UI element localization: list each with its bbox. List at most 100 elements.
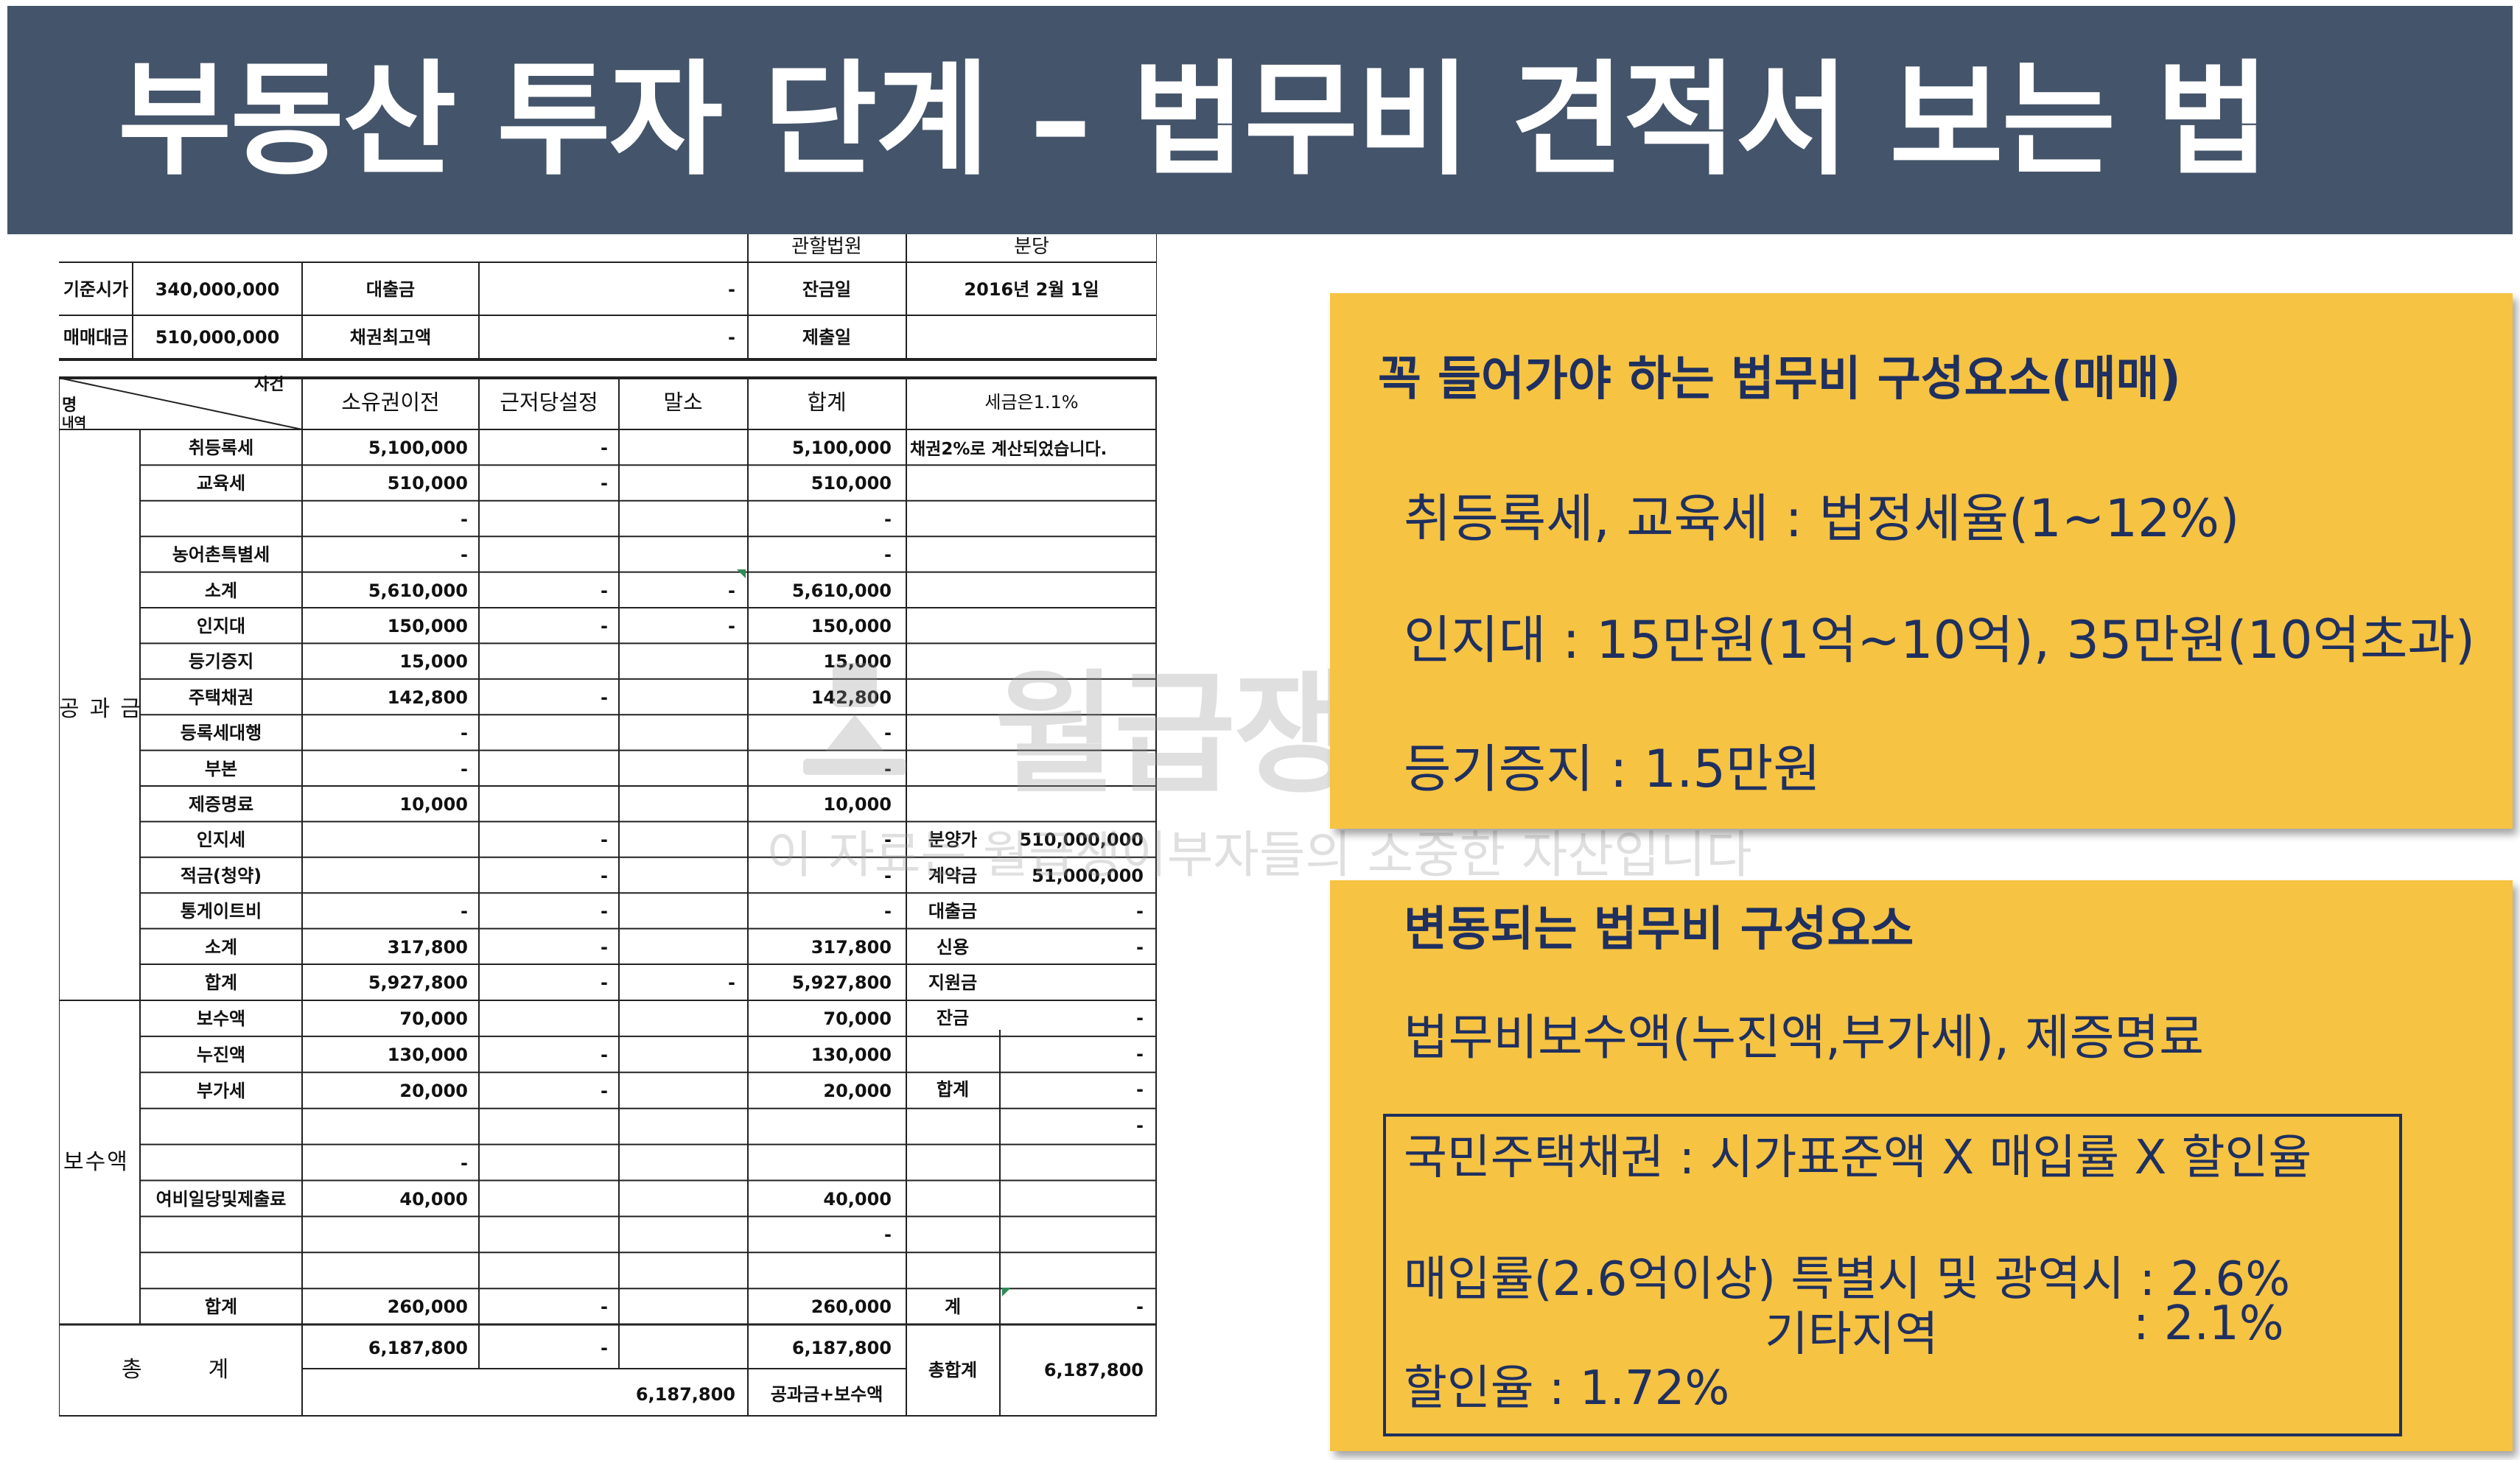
sheet-grid	[59, 234, 1157, 1417]
public-row-total: 150,000	[811, 616, 892, 636]
fee-row-mortgage: -	[601, 1044, 608, 1065]
max-bond-label: 채권최고액	[349, 327, 432, 348]
public-row-transfer: -	[461, 758, 468, 779]
public-row-transfer: 150,000	[387, 616, 468, 636]
slide-title: 부동산 투자 단계 – 법무비 견적서 보는 법	[118, 48, 2269, 192]
grand-total: 6,187,800	[791, 1338, 892, 1358]
title-bar: 부동산 투자 단계 – 법무비 견적서 보는 법	[7, 6, 2513, 234]
purchase-rate-line: 매입률(2.6억이상) 특별시 및 광역시 : 2.6%	[1404, 1252, 2291, 1307]
public-row-mortgage: -	[601, 901, 608, 922]
public-row-transfer: 5,610,000	[368, 580, 468, 601]
public-row-name: 등록세대행	[180, 723, 262, 744]
right-panel-value: -	[1136, 901, 1144, 922]
court-label: 관할법원	[791, 236, 862, 258]
fee-row-total: 40,000	[823, 1188, 892, 1210]
right-panel-label: 계약금	[928, 865, 978, 886]
required-fee-heading: 꼭 들어가야 하는 법무비 구성요소(매매)	[1378, 352, 2181, 407]
public-row-transfer: 5,100,000	[368, 438, 468, 458]
fee-row-total: 130,000	[811, 1044, 892, 1065]
fee-row-name: 부가세	[196, 1080, 246, 1101]
acquisition-tax-line: 취등록세, 교육세 : 법정세율(1~12%)	[1404, 488, 2240, 549]
right-panel-value: 510,000,000	[1019, 829, 1144, 851]
public-row-name: 취등록세	[188, 438, 254, 458]
public-row-cancel: -	[728, 616, 735, 636]
fee-row-transfer: 40,000	[399, 1188, 468, 1210]
public-row-name: 인지세	[196, 829, 246, 851]
legal-fee-quote-sheet: 관할법원 분당 기준시가 340,000,000 대출금 - 잔금일 2016년…	[59, 234, 1157, 1417]
public-row-mortgage: -	[601, 972, 608, 993]
grand-sum-label: 총합계	[928, 1360, 978, 1380]
fee-row-transfer: 260,000	[387, 1296, 468, 1318]
fee-row-name: 여비일당및제출료	[155, 1188, 287, 1210]
grand-col2: -	[601, 1338, 608, 1358]
sale-price-value: 510,000,000	[155, 327, 280, 348]
fee-row-name: 보수액	[196, 1008, 246, 1029]
public-row-transfer: 510,000	[387, 473, 468, 494]
public-row-transfer: 10,000	[399, 794, 468, 815]
right-panel-value: -	[1136, 1008, 1144, 1029]
balance-date-value: 2016년 2월 1일	[964, 279, 1099, 300]
fee-row-mortgage: -	[601, 1296, 608, 1318]
col-mortgage-setup: 근저당설정	[500, 390, 598, 415]
fee-row-mortgage: -	[601, 1080, 608, 1101]
right-panel-label: 합계	[936, 1079, 970, 1101]
public-row-mortgage: -	[601, 865, 608, 886]
other-region-rate: : 2.1%	[2133, 1296, 2284, 1351]
public-row-cancel: -	[728, 972, 735, 993]
public-row-mortgage: -	[601, 473, 608, 494]
public-row-transfer: 5,927,800	[368, 972, 468, 993]
discount-rate-line: 할인율 : 1.72%	[1404, 1361, 1730, 1416]
court-value: 분당	[1014, 236, 1049, 258]
right-panel-value: 51,000,000	[1032, 865, 1144, 886]
fee-composition-line: 법무비보수액(누진액,부가세), 제증명료	[1404, 1009, 2204, 1066]
public-row-name: 부본	[204, 758, 238, 779]
public-row-mortgage: -	[601, 829, 608, 851]
public-row-name: 등기증지	[188, 651, 254, 673]
loan-value: -	[728, 279, 735, 300]
right-panel-total-label: 계	[944, 1296, 962, 1318]
public-row-mortgage: -	[601, 438, 608, 458]
public-row-total: 142,800	[811, 687, 892, 709]
right-panel-value: -	[1136, 1079, 1144, 1101]
public-row-mortgage: -	[601, 580, 608, 601]
public-row-name: 인지대	[196, 616, 246, 636]
sale-price-label: 매매대금	[63, 327, 129, 348]
bond-rate-note: 채권2%로 계산되었습니다.	[910, 440, 1107, 459]
public-row-transfer: 15,000	[399, 651, 468, 673]
right-panel-value: -	[1136, 936, 1144, 958]
public-row-total: -	[884, 508, 892, 530]
public-row-total: 15,000	[823, 651, 892, 673]
public-row-transfer: -	[461, 901, 468, 922]
public-row-name: 농어촌특별세	[172, 544, 270, 566]
other-region-label: 기타지역	[1765, 1308, 1939, 1362]
section-grand-total: 총계	[122, 1357, 295, 1383]
right-panel-label: 신용	[936, 936, 970, 958]
section-public-charges: 공과금	[59, 696, 151, 722]
grand-sum-value: 6,187,800	[1043, 1360, 1144, 1380]
public-row-name: 교육세	[196, 473, 246, 494]
corner-name-label: 명	[62, 396, 77, 415]
public-row-total: -	[884, 544, 892, 566]
grand-combined: 6,187,800	[635, 1384, 735, 1405]
right-panel-label: 대출금	[928, 901, 978, 922]
required-fee-box: 꼭 들어가야 하는 법무비 구성요소(매매) 취등록세, 교육세 : 법정세율(…	[1330, 293, 2513, 829]
variable-fee-box: 변동되는 법무비 구성요소 법무비보수액(누진액,부가세), 제증명료 국민주택…	[1330, 880, 2513, 1451]
public-row-name: 통게이트비	[180, 901, 262, 922]
submit-date-label: 제출일	[802, 327, 852, 348]
public-row-name: 소계	[204, 580, 238, 601]
corner-detail-label: 내역	[62, 415, 87, 429]
public-row-total: 317,800	[811, 936, 892, 958]
public-row-total: 5,610,000	[791, 580, 892, 601]
housing-bond-formula: 국민주택채권 : 시가표준액 X 매입률 X 할인율	[1404, 1131, 2312, 1185]
public-row-total: -	[884, 758, 892, 780]
fee-row-transfer: 130,000	[387, 1044, 468, 1065]
variable-fee-heading: 변동되는 법무비 구성요소	[1404, 902, 1914, 957]
public-row-name: 주택채권	[188, 687, 254, 708]
col-cancellation: 말소	[663, 390, 703, 415]
public-row-mortgage: -	[601, 616, 608, 636]
max-bond-value: -	[728, 327, 735, 348]
right-panel-value: -	[1136, 1115, 1144, 1136]
fee-row-total: 260,000	[811, 1296, 892, 1318]
grand-col1: 6,187,800	[368, 1338, 468, 1358]
fee-row-name: 누진액	[196, 1044, 246, 1065]
